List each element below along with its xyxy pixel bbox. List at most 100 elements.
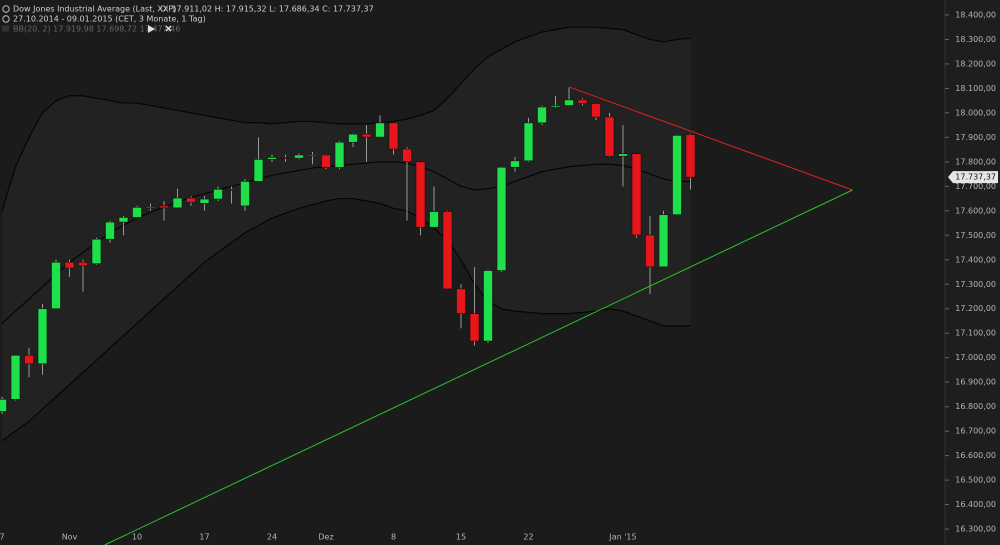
candle-body	[118, 217, 129, 223]
candle-body	[523, 122, 534, 162]
candle-body	[267, 157, 277, 160]
candle-body	[402, 148, 412, 162]
candle-body	[429, 211, 439, 228]
candle-body	[24, 354, 34, 365]
y-tick-label: 17.500,00	[955, 231, 996, 240]
band-area	[2, 27, 691, 441]
y-tick-label: 17.700,00	[955, 182, 996, 191]
y-tick-label: 17.300,00	[955, 280, 996, 289]
candle-body	[483, 270, 493, 342]
plot-area	[0, 26, 853, 545]
candle-body	[550, 105, 561, 108]
close-button[interactable]	[165, 25, 172, 32]
candle-body	[442, 211, 453, 290]
candle-body	[226, 188, 237, 191]
y-tick-label: 17.600,00	[955, 206, 996, 215]
y-tick-label: 17.200,00	[955, 304, 996, 313]
y-tick-label: 18.000,00	[955, 108, 996, 117]
y-tick-label: 16.700,00	[955, 427, 996, 436]
x-tick-label: Jan '15	[608, 533, 636, 542]
chart-subtitle: 27.10.2014 - 09.01.2015 (CET, 3 Monate, …	[13, 15, 206, 24]
candle-body	[78, 261, 88, 267]
candle-body	[172, 197, 183, 209]
candle-body	[361, 133, 372, 138]
x-tick-label: 24	[267, 533, 277, 542]
candle-body	[132, 207, 142, 218]
y-tick-label: 18.100,00	[955, 84, 996, 93]
candle-body	[415, 161, 426, 228]
last-price-label: 17.737,37	[955, 173, 996, 182]
candle-body	[672, 135, 682, 216]
indicator-icon	[2, 25, 9, 32]
y-tick-label: 18.200,00	[955, 59, 996, 68]
price-axis-panel	[945, 0, 1000, 545]
x-tick-label: 17	[199, 533, 209, 542]
trendline	[104, 189, 853, 545]
candle-body	[348, 133, 358, 143]
band-line-upper	[1, 26, 691, 211]
candle-body	[253, 159, 264, 182]
candle-body	[456, 288, 466, 314]
play-button[interactable]	[148, 25, 155, 33]
candle-body	[240, 181, 250, 207]
y-tick-label: 18.400,00	[955, 10, 996, 19]
x-tick-label: 22	[523, 533, 533, 542]
candle-body	[469, 313, 480, 342]
candle-body	[51, 261, 61, 310]
x-tick-label: 8	[391, 533, 396, 542]
y-tick-label: 16.800,00	[955, 402, 996, 411]
candle-body	[321, 154, 331, 168]
candle-body	[577, 99, 588, 104]
candle-body	[658, 214, 669, 268]
trendline	[568, 86, 853, 191]
candle-body	[91, 238, 102, 264]
candle-body	[334, 141, 345, 168]
candle-body	[105, 221, 115, 240]
indicator-text: BB(20, 2) 17.919,98 17.698,72 17.477,46	[13, 25, 180, 34]
y-tick-label: 17.000,00	[955, 353, 996, 362]
last-price-box	[948, 171, 998, 184]
candle-body	[685, 134, 696, 178]
candle-body	[645, 234, 655, 268]
y-tick-label: 16.600,00	[955, 451, 996, 460]
x-tick-label: Nov	[62, 533, 78, 542]
candle-body	[280, 157, 291, 159]
y-tick-label: 17.400,00	[955, 255, 996, 264]
candle-body	[64, 261, 75, 269]
candle-body	[10, 354, 21, 400]
candle-body	[145, 206, 156, 209]
x-tick-label: Dez	[318, 533, 333, 542]
y-tick-label: 17.800,00	[955, 157, 996, 166]
candle-body	[618, 153, 628, 157]
band-line-lower	[1, 197, 691, 442]
candle-body	[537, 106, 547, 124]
x-tick-label: 10	[132, 533, 142, 542]
candle-body	[564, 99, 574, 106]
candle-body	[631, 153, 642, 236]
candle-body	[388, 122, 399, 150]
candle-body	[37, 308, 48, 365]
chart-title: Dow Jones Industrial Average (Last, XXP)	[13, 5, 176, 14]
candle-body	[307, 154, 318, 157]
x-tick-label: 15	[456, 533, 466, 542]
symbol-icon	[2, 5, 10, 13]
candle-body	[199, 198, 210, 204]
y-tick-label: 17.100,00	[955, 329, 996, 338]
y-tick-label: 16.400,00	[955, 500, 996, 509]
candle-body	[213, 188, 223, 200]
candle-body	[496, 166, 507, 271]
y-tick-label: 18.300,00	[955, 35, 996, 44]
candle-body	[0, 399, 7, 412]
candle-body	[186, 197, 196, 203]
band-line-middle	[1, 161, 691, 324]
clock-icon	[2, 15, 10, 23]
candle-body	[159, 205, 169, 209]
y-tick-label: 16.300,00	[955, 525, 996, 534]
candle-body	[591, 103, 601, 118]
y-tick-label: 16.500,00	[955, 476, 996, 485]
y-tick-label: 17.900,00	[955, 133, 996, 142]
candle-body	[604, 116, 615, 157]
x-tick-label: 7	[0, 533, 5, 542]
